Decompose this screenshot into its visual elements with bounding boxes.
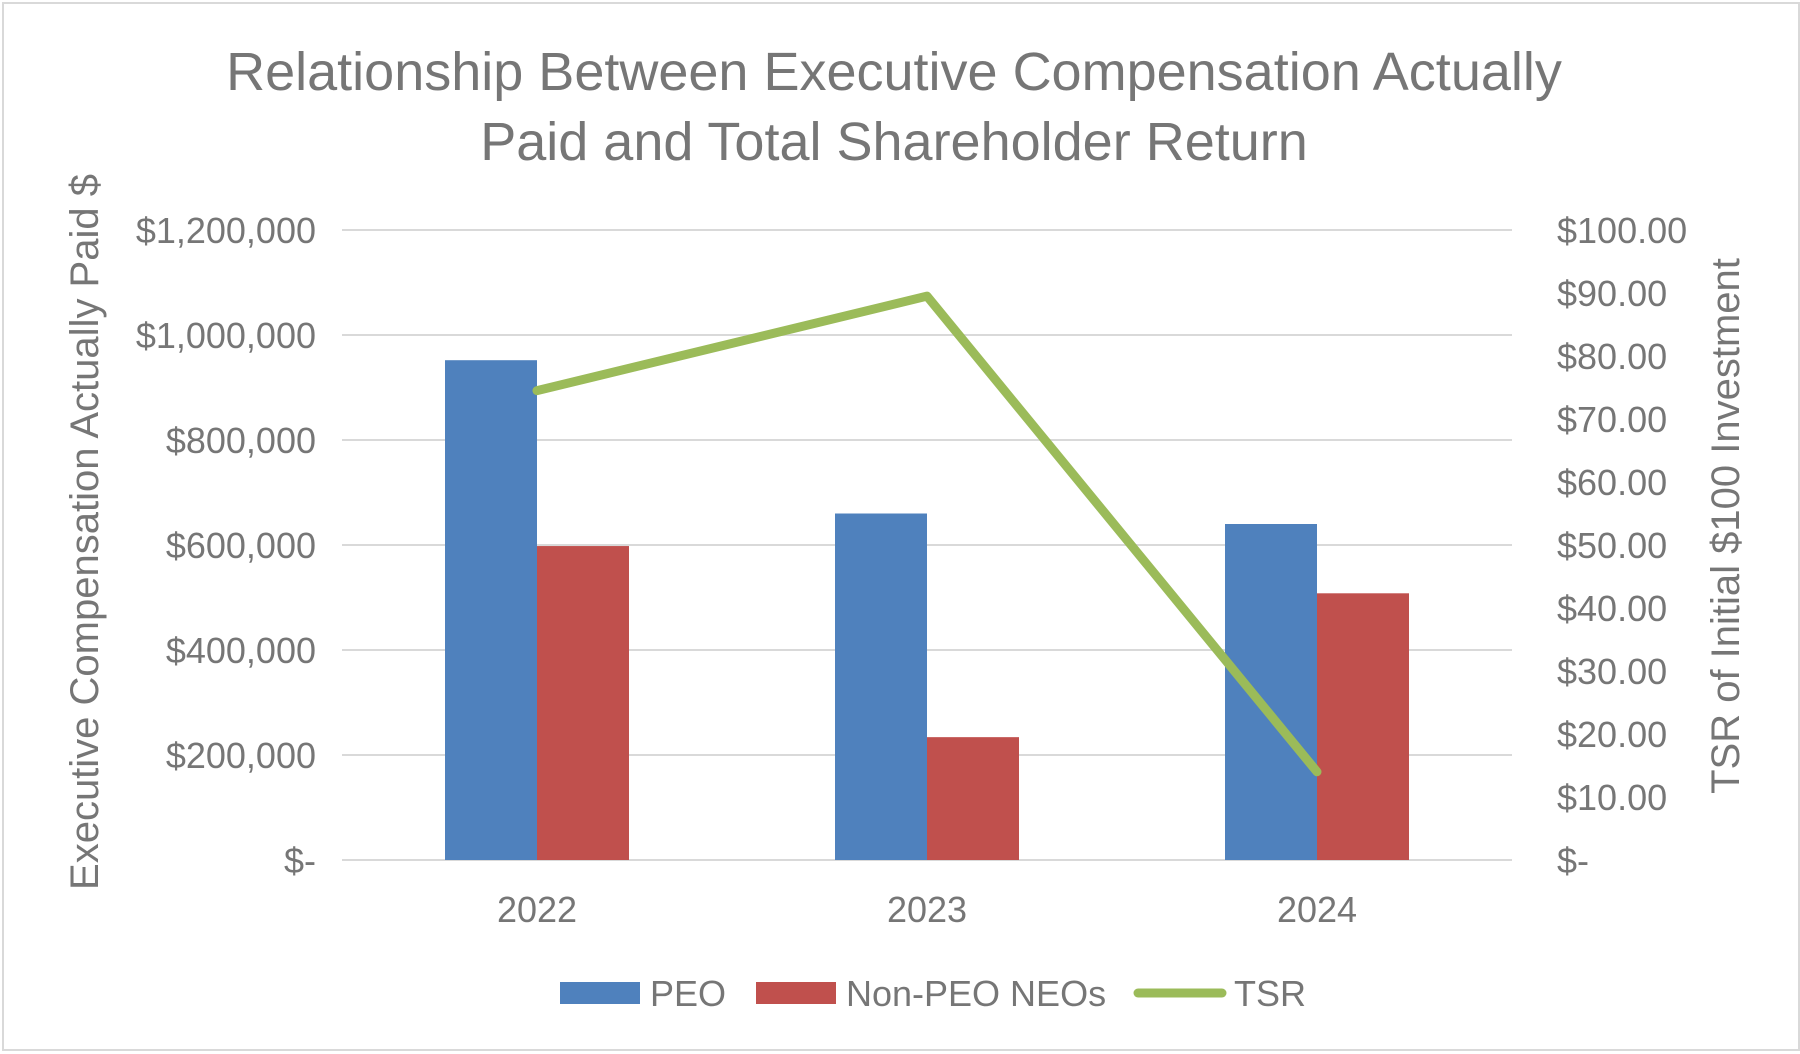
y2-tick-label: $100.00 (1557, 210, 1687, 251)
y2-tick-label: $20.00 (1557, 714, 1667, 755)
y2-tick-label: $90.00 (1557, 273, 1667, 314)
y-axis-right-ticks: $- $10.00 $20.00 $30.00 $40.00 $50.00 $60.00 $7… (1557, 210, 1687, 881)
y-axis-right-label: TSR of Initial $100 Investment (1704, 258, 1748, 794)
y2-tick-label: $60.00 (1557, 462, 1667, 503)
bar-peo-2024 (1225, 524, 1317, 860)
bar-non-peo-neos-2022 (537, 546, 629, 860)
y2-tick-label: $50.00 (1557, 525, 1667, 566)
chart-title-line-1: Relationship Between Executive Compensat… (226, 42, 1562, 102)
y-tick-label: $400,000 (166, 630, 316, 671)
legend-item-peo: PEO (560, 973, 726, 1014)
bar-peo-2023 (835, 514, 927, 861)
legend-label: PEO (650, 973, 726, 1014)
bar-non-peo-neos-2024 (1317, 593, 1409, 860)
y-tick-label: $1,000,000 (136, 315, 316, 356)
y-tick-label: $- (284, 840, 316, 881)
y2-tick-label: $40.00 (1557, 588, 1667, 629)
legend-label: Non-PEO NEOs (846, 973, 1106, 1014)
y-axis-left-label: Executive Compensation Actually Paid $ (63, 174, 107, 890)
legend-swatch (756, 982, 836, 1004)
y-tick-label: $200,000 (166, 735, 316, 776)
chart-title: Relationship Between Executive Compensat… (226, 42, 1562, 172)
y-tick-label: $1,200,000 (136, 210, 316, 251)
y2-tick-label: $- (1557, 840, 1589, 881)
y2-tick-label: $70.00 (1557, 399, 1667, 440)
y-tick-label: $600,000 (166, 525, 316, 566)
x-tick-label: 2024 (1277, 889, 1357, 930)
chart-title-line-2: Paid and Total Shareholder Return (480, 112, 1308, 172)
x-tick-label: 2023 (887, 889, 967, 930)
y-axis-left-ticks: $- $200,000 $400,000 $600,000 $800,000 $1,000… (136, 210, 316, 881)
bar-non-peo-neos-2023 (927, 737, 1019, 860)
y2-tick-label: $10.00 (1557, 777, 1667, 818)
x-tick-label: 2022 (497, 889, 577, 930)
x-axis-ticks: 2022 2023 2024 (497, 889, 1357, 930)
legend-swatch (560, 982, 640, 1004)
bar-peo-2022 (445, 360, 537, 860)
legend-item-tsr: TSR (1138, 973, 1306, 1014)
bar-series-group (445, 360, 1409, 860)
y2-tick-label: $30.00 (1557, 651, 1667, 692)
chart-svg: Relationship Between Executive Compensat… (4, 4, 1798, 1049)
legend: PEO Non-PEO NEOs TSR (560, 973, 1306, 1014)
y-tick-label: $800,000 (166, 420, 316, 461)
legend-item-non-peo-neos: Non-PEO NEOs (756, 973, 1106, 1014)
y2-tick-label: $80.00 (1557, 336, 1667, 377)
legend-label: TSR (1234, 973, 1306, 1014)
